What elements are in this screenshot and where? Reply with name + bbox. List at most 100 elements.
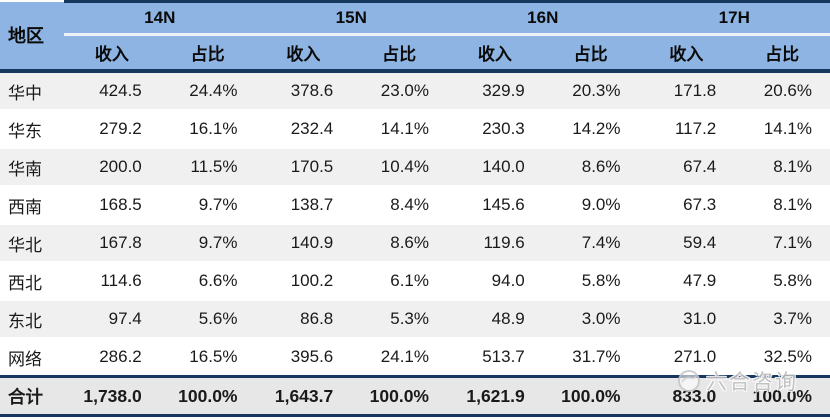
revenue-cell: 170.5 — [255, 147, 352, 186]
share-cell: 11.5% — [159, 147, 256, 186]
total-share-cell: 100.0% — [734, 375, 830, 417]
revenue-cell: 168.5 — [64, 185, 160, 224]
total-revenue-cell: 1,621.9 — [447, 375, 543, 417]
revenue-cell: 138.7 — [255, 185, 352, 224]
share-cell: 3.7% — [734, 299, 830, 338]
share-cell: 7.1% — [734, 223, 830, 262]
share-cell: 16.5% — [159, 337, 256, 377]
revenue-subheader: 收入 — [64, 34, 160, 73]
share-cell: 14.1% — [351, 109, 447, 148]
share-cell: 3.0% — [542, 299, 639, 338]
share-cell: 8.1% — [734, 147, 830, 186]
share-cell: 24.1% — [351, 337, 447, 377]
share-cell: 5.8% — [542, 261, 639, 300]
revenue-cell: 271.0 — [638, 337, 735, 377]
share-cell: 5.8% — [734, 261, 830, 300]
share-cell: 8.1% — [734, 185, 830, 224]
share-cell: 14.1% — [734, 109, 830, 148]
region-cell: 华南 — [0, 147, 64, 186]
share-cell: 8.4% — [351, 185, 447, 224]
revenue-cell: 378.6 — [255, 70, 352, 110]
year-header-15n: 15N — [255, 0, 447, 36]
share-cell: 6.1% — [351, 261, 447, 300]
region-cell: 华北 — [0, 223, 64, 262]
share-cell: 32.5% — [734, 337, 830, 377]
table-row: 西北 114.6 6.6% 100.2 6.1% 94.0 5.8% 47.9 … — [0, 261, 830, 300]
total-revenue-cell: 833.0 — [638, 375, 735, 417]
revenue-cell: 140.0 — [447, 147, 543, 186]
share-cell: 7.4% — [542, 223, 639, 262]
total-label: 合计 — [0, 375, 64, 417]
share-cell: 20.3% — [542, 70, 639, 110]
year-header-16n: 16N — [447, 0, 639, 36]
revenue-cell: 145.6 — [447, 185, 543, 224]
total-revenue-cell: 1,643.7 — [255, 375, 352, 417]
revenue-subheader: 收入 — [447, 34, 543, 73]
share-cell: 16.1% — [159, 109, 256, 148]
year-header-17h: 17H — [638, 0, 830, 36]
revenue-cell: 395.6 — [255, 337, 352, 377]
revenue-cell: 424.5 — [64, 70, 160, 110]
share-cell: 10.4% — [351, 147, 447, 186]
total-share-cell: 100.0% — [159, 375, 256, 417]
share-subheader: 占比 — [542, 34, 639, 73]
share-cell: 5.6% — [159, 299, 256, 338]
table-row: 华东 279.2 16.1% 232.4 14.1% 230.3 14.2% 1… — [0, 109, 830, 148]
table-body: 华中 424.5 24.4% 378.6 23.0% 329.9 20.3% 1… — [0, 70, 830, 417]
share-cell: 9.0% — [542, 185, 639, 224]
share-cell: 6.6% — [159, 261, 256, 300]
revenue-cell: 200.0 — [64, 147, 160, 186]
revenue-cell: 279.2 — [64, 109, 160, 148]
region-cell: 华中 — [0, 70, 64, 110]
revenue-cell: 48.9 — [447, 299, 543, 338]
revenue-subheader: 收入 — [638, 34, 735, 73]
table-row: 华北 167.8 9.7% 140.9 8.6% 119.6 7.4% 59.4… — [0, 223, 830, 262]
total-row: 合计 1,738.0 100.0% 1,643.7 100.0% 1,621.9… — [0, 375, 830, 417]
share-cell: 31.7% — [542, 337, 639, 377]
revenue-cell: 117.2 — [638, 109, 735, 148]
table-row: 东北 97.4 5.6% 86.8 5.3% 48.9 3.0% 31.0 3.… — [0, 299, 830, 338]
share-cell: 5.3% — [351, 299, 447, 338]
table-row: 网络 286.2 16.5% 395.6 24.1% 513.7 31.7% 2… — [0, 337, 830, 377]
revenue-cell: 286.2 — [64, 337, 160, 377]
region-cell: 西南 — [0, 185, 64, 224]
subheader-row: 收入 占比 收入 占比 收入 占比 收入 占比 — [0, 34, 830, 73]
revenue-cell: 230.3 — [447, 109, 543, 148]
year-header-14n: 14N — [64, 0, 256, 36]
revenue-cell: 100.2 — [255, 261, 352, 300]
share-cell: 8.6% — [351, 223, 447, 262]
share-cell: 9.7% — [159, 223, 256, 262]
share-subheader: 占比 — [351, 34, 447, 73]
revenue-cell: 140.9 — [255, 223, 352, 262]
share-subheader: 占比 — [734, 34, 830, 73]
region-cell: 西北 — [0, 261, 64, 300]
revenue-cell: 513.7 — [447, 337, 543, 377]
revenue-cell: 67.4 — [638, 147, 735, 186]
revenue-cell: 119.6 — [447, 223, 543, 262]
share-cell: 9.7% — [159, 185, 256, 224]
revenue-cell: 94.0 — [447, 261, 543, 300]
total-share-cell: 100.0% — [542, 375, 639, 417]
revenue-cell: 31.0 — [638, 299, 735, 338]
table-header: 地区 14N 15N 16N 17H 收入 占比 收入 占比 收入 占比 收入 … — [0, 0, 830, 73]
region-column-header: 地区 — [0, 1, 64, 73]
revenue-cell: 167.8 — [64, 223, 160, 262]
revenue-cell: 232.4 — [255, 109, 352, 148]
revenue-cell: 97.4 — [64, 299, 160, 338]
revenue-cell: 47.9 — [638, 261, 735, 300]
revenue-cell: 171.8 — [638, 70, 735, 110]
revenue-cell: 67.3 — [638, 185, 735, 224]
revenue-cell: 114.6 — [64, 261, 160, 300]
table-row: 西南 168.5 9.7% 138.7 8.4% 145.6 9.0% 67.3… — [0, 185, 830, 224]
table-row: 华南 200.0 11.5% 170.5 10.4% 140.0 8.6% 67… — [0, 147, 830, 186]
total-revenue-cell: 1,738.0 — [64, 375, 160, 417]
revenue-cell: 86.8 — [255, 299, 352, 338]
total-share-cell: 100.0% — [351, 375, 447, 417]
revenue-cell: 329.9 — [447, 70, 543, 110]
share-cell: 14.2% — [542, 109, 639, 148]
year-header-row: 地区 14N 15N 16N 17H — [0, 0, 830, 73]
share-cell: 20.6% — [734, 70, 830, 110]
region-cell: 东北 — [0, 299, 64, 338]
